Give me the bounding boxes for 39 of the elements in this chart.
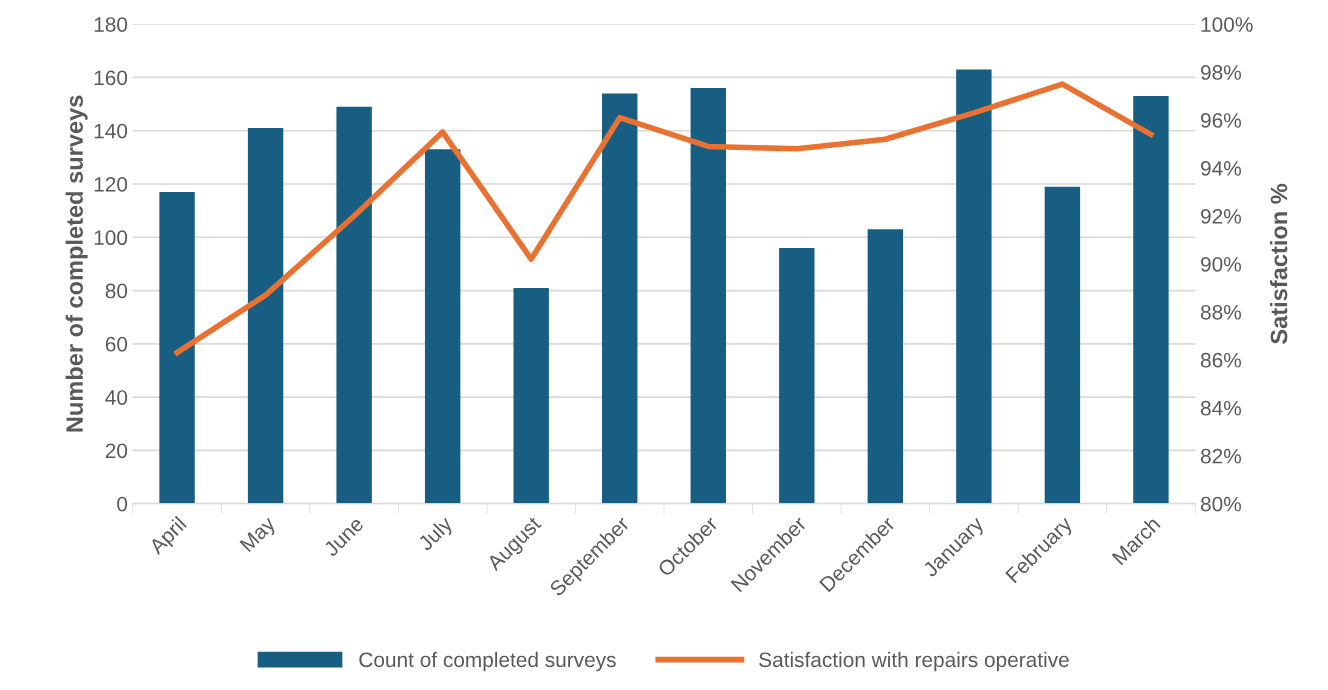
y-tick-label: 120 [94, 177, 128, 192]
y-tick-label: 140 [94, 123, 128, 139]
y-tick-label: 160 [94, 70, 128, 86]
bar [690, 88, 726, 504]
y2-tick-label: 80% [1200, 496, 1242, 512]
y2-tick-label: 96% [1201, 113, 1242, 128]
y-axis-title: Number of completed surveys [65, 95, 88, 432]
y-tick-label: 0 [117, 496, 128, 512]
y2-tick-label: 90% [1201, 256, 1242, 272]
bar [424, 149, 461, 504]
bar [867, 229, 904, 504]
y-tick-label: 60 [105, 336, 128, 352]
y2-tick-label: 86% [1200, 352, 1242, 368]
y-tick-label: 100 [94, 230, 128, 246]
y2-tick-label: 94% [1201, 161, 1242, 176]
bar [247, 128, 284, 504]
y2-tick-label: 84% [1200, 400, 1242, 416]
y2-tick-label: 100% [1201, 17, 1253, 32]
bar [1044, 186, 1081, 504]
bar [779, 247, 815, 504]
bar [513, 287, 549, 504]
y2-tick-label: 98% [1201, 65, 1242, 80]
bar [159, 191, 195, 504]
bar [336, 106, 372, 504]
legend-label: Count of completed surveys [359, 651, 616, 672]
y-tick-label: 20 [105, 443, 128, 459]
x-tick-label: May [239, 515, 280, 556]
bar [1133, 96, 1169, 504]
y2-axis-title: Satisfaction % [1270, 183, 1288, 344]
legend-label: Satisfaction with repairs operative [759, 651, 1069, 672]
y2-tick-label: 82% [1200, 448, 1242, 464]
y2-tick-label: 92% [1201, 208, 1242, 224]
y2-tick-label: 88% [1200, 304, 1242, 320]
y-tick-label: 40 [105, 390, 128, 405]
bar [602, 93, 638, 504]
bar [956, 69, 992, 504]
x-tick-label: July [416, 514, 457, 555]
y-tick-label: 80 [105, 283, 128, 299]
y-tick-label: 180 [94, 17, 128, 32]
